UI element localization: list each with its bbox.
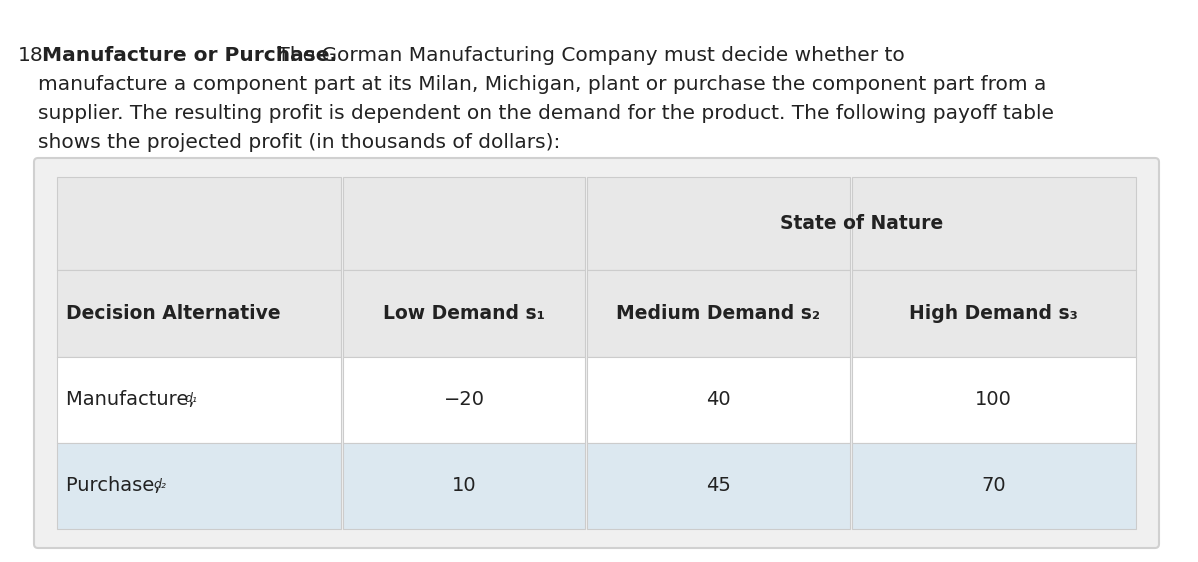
- Text: The Gorman Manufacturing Company must decide whether to: The Gorman Manufacturing Company must de…: [271, 46, 904, 65]
- Text: 10: 10: [452, 477, 477, 495]
- Text: −20: −20: [443, 390, 484, 409]
- Text: Decision Alternative: Decision Alternative: [66, 304, 280, 323]
- Text: 100: 100: [975, 390, 1012, 409]
- Text: manufacture a component part at its Milan, Michigan, plant or purchase the compo: manufacture a component part at its Mila…: [38, 75, 1046, 94]
- Text: supplier. The resulting profit is dependent on the demand for the product. The f: supplier. The resulting profit is depend…: [38, 104, 1054, 123]
- Text: Medium Demand s₂: Medium Demand s₂: [616, 304, 821, 323]
- Bar: [852, 177, 1136, 270]
- Text: Purchase,: Purchase,: [66, 477, 167, 495]
- Bar: [587, 443, 849, 529]
- Text: 40: 40: [706, 390, 731, 409]
- Text: Manufacture or Purchase.: Manufacture or Purchase.: [42, 46, 337, 65]
- Text: 45: 45: [706, 477, 731, 495]
- Bar: [852, 270, 1136, 356]
- Bar: [58, 443, 341, 529]
- Bar: [852, 356, 1136, 443]
- Bar: [344, 356, 585, 443]
- Text: 18.: 18.: [18, 46, 50, 65]
- Bar: [58, 177, 341, 270]
- Text: shows the projected profit (in thousands of dollars):: shows the projected profit (in thousands…: [38, 133, 561, 152]
- Text: State of Nature: State of Nature: [780, 214, 943, 233]
- Text: 70: 70: [981, 477, 1006, 495]
- FancyBboxPatch shape: [34, 158, 1158, 548]
- Bar: [344, 443, 585, 529]
- Text: Low Demand s₁: Low Demand s₁: [383, 304, 545, 323]
- Text: High Demand s₃: High Demand s₃: [909, 304, 1078, 323]
- Text: Manufacture,: Manufacture,: [66, 390, 201, 409]
- Bar: [587, 270, 849, 356]
- Bar: [587, 177, 849, 270]
- Bar: [58, 356, 341, 443]
- Bar: [58, 270, 341, 356]
- Text: d₂: d₂: [153, 478, 165, 491]
- Bar: [344, 177, 585, 270]
- Text: d₁: d₁: [184, 392, 196, 405]
- Bar: [344, 270, 585, 356]
- Bar: [587, 356, 849, 443]
- Bar: [852, 443, 1136, 529]
